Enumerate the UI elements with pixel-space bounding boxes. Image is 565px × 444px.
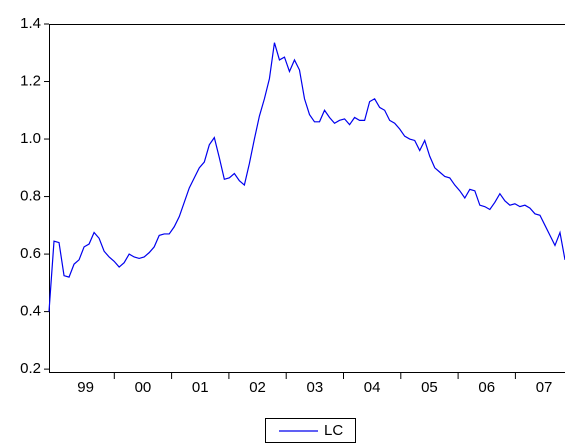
x-tick-label: 00 — [135, 379, 152, 396]
x-tick-label: 01 — [192, 379, 209, 396]
legend-label: LC — [324, 422, 343, 439]
data-line — [48, 42, 565, 312]
x-tick-label: 05 — [421, 379, 438, 396]
x-tick-label: 07 — [536, 379, 553, 396]
y-tick-label: 1.4 — [20, 15, 41, 32]
x-tick-label: 04 — [364, 379, 381, 396]
y-tick-label: 1.2 — [20, 72, 41, 89]
y-tick-label: 0.6 — [20, 245, 41, 262]
y-tick-label: 0.2 — [20, 360, 41, 377]
y-tick-label: 0.8 — [20, 188, 41, 205]
x-tick-label: 99 — [77, 379, 94, 396]
y-tick-label: 0.4 — [20, 303, 41, 320]
x-tick-label: 03 — [307, 379, 324, 396]
y-tick-label: 1.0 — [20, 130, 41, 147]
x-tick-label: 06 — [478, 379, 495, 396]
x-tick-label: 02 — [249, 379, 266, 396]
